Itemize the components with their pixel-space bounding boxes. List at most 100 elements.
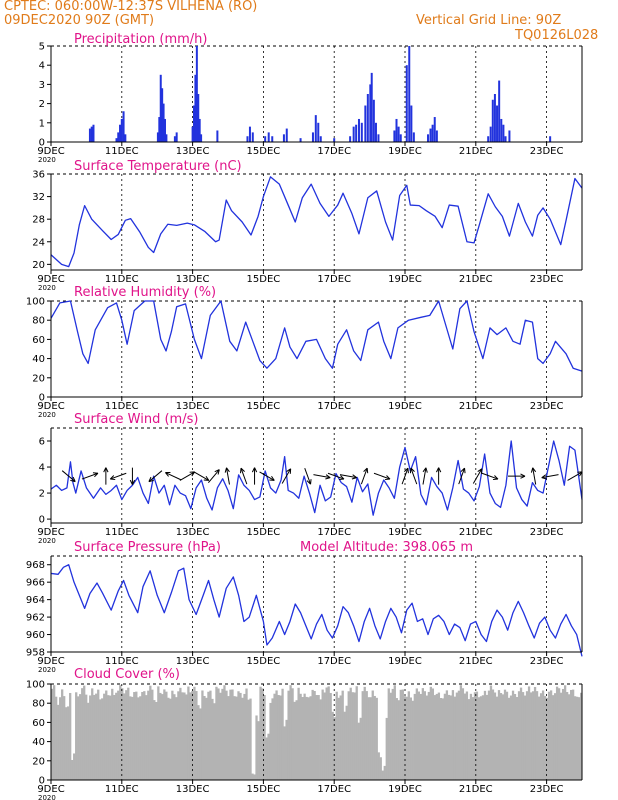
precip-bar: [92, 124, 95, 142]
cloud-cover-bar: [439, 698, 443, 780]
cloud-cover-bar: [303, 693, 306, 780]
cloud-cover-bar: [289, 685, 292, 780]
cloud-cover-bar: [297, 687, 300, 780]
x-tick-label: 17DEC: [317, 146, 351, 157]
y-tick-label: 28: [32, 215, 45, 226]
y-tick-label: 60: [32, 718, 45, 729]
cloud-cover-bar: [285, 719, 288, 780]
cloud-cover-bar: [239, 692, 242, 780]
precip-bar: [193, 105, 196, 142]
cloud-cover-bar: [367, 697, 370, 780]
y-tick-label: 1: [39, 118, 45, 129]
precip-bar: [299, 138, 302, 142]
cloud-cover-bar: [549, 690, 553, 780]
cloud-cover-bar: [71, 759, 74, 780]
x-tick-label: 9DEC: [37, 527, 64, 538]
cloud-cover-bar: [81, 688, 84, 780]
x-year-label: 2020: [38, 156, 56, 164]
cloud-cover-bar: [553, 693, 557, 780]
cloud-cover-bar: [269, 702, 272, 780]
precip-bar: [333, 138, 336, 142]
cloud-cover-bar: [431, 688, 435, 780]
precip-bar: [319, 136, 322, 142]
precip-bar: [197, 94, 200, 142]
cloud-cover-bar: [365, 691, 368, 780]
cloud-cover-bar: [323, 692, 326, 780]
x-tick-label: 17DEC: [317, 527, 351, 538]
wind-arrow: [281, 468, 292, 484]
wind-arrow: [508, 473, 526, 479]
x-tick-label: 15DEC: [247, 401, 281, 412]
cloud-cover-bar: [369, 697, 372, 780]
x-tick-label: 13DEC: [176, 784, 210, 795]
wind-arrow: [61, 470, 76, 483]
cloud-cover-bar: [219, 692, 222, 780]
cloud-cover-bar: [245, 688, 248, 780]
cloud-cover-bar: [351, 692, 354, 780]
cloud-cover-bar: [457, 690, 461, 780]
x-tick-label: 23DEC: [530, 527, 564, 538]
cloud-cover-bar: [229, 689, 232, 780]
cloud-cover-bar: [209, 690, 212, 780]
wind-arrow: [224, 467, 230, 485]
cloud-cover-bar: [555, 686, 559, 780]
x-tick-label: 23DEC: [530, 401, 564, 412]
cloud-cover-bar: [55, 696, 58, 780]
cloud-cover-bar: [279, 695, 282, 780]
cloud-cover-bar: [357, 722, 360, 780]
cloud-cover-bar: [53, 685, 56, 780]
cloud-cover-bar: [121, 688, 124, 780]
precip-bar: [163, 118, 166, 142]
wind-arrow: [530, 467, 537, 485]
y-tick-label: 80: [32, 699, 45, 710]
x-tick-label: 17DEC: [317, 656, 351, 667]
precip-bar: [117, 132, 120, 142]
precip-bar: [410, 105, 413, 142]
cloud-cover-bar: [455, 692, 459, 780]
cloud-cover-bar: [105, 690, 108, 780]
cloud-cover-bar: [437, 692, 441, 780]
cloud-panel: 0 20 40 60 80 100 9DEC 11DEC 13DEC 15DEC 17DEC 19DE…: [26, 667, 583, 800]
cloud-cover-bar: [197, 705, 200, 780]
cloud-cover-bar: [291, 688, 294, 780]
precip-bar: [120, 118, 123, 142]
cloud-cover-bar: [265, 737, 268, 780]
cloud-cover-bar: [503, 689, 507, 780]
wind-series-line: [50, 440, 583, 516]
cloud-cover-bar: [247, 699, 250, 780]
cloud-cover-bar: [101, 698, 104, 780]
cloud-cover-bar: [79, 694, 82, 780]
cloud-cover-bar: [57, 704, 60, 780]
cloud-cover-bar: [275, 690, 278, 780]
cloud-cover-bar: [125, 690, 128, 780]
cloud-cover-bar: [363, 686, 366, 780]
cloud-cover-bar: [213, 703, 216, 780]
precip-bar: [549, 136, 552, 142]
precip-bar: [122, 111, 125, 142]
wind-arrow: [109, 472, 127, 481]
wind-arrow: [259, 471, 275, 481]
wind-arrow: [481, 472, 499, 481]
wind-arrow: [148, 470, 163, 483]
pressure-subtitle: Model Altitude: 398.065 m: [300, 540, 473, 555]
cloud-cover-bar: [371, 690, 374, 780]
wind-panel: 0 2 4 6 9DEC 11DEC 13DEC 15DEC 17DEC 19DEC 21DEC 23…: [37, 412, 583, 545]
cloud-cover-bar: [483, 690, 487, 780]
cloud-cover-bar: [249, 698, 252, 780]
cloud-cover-bar: [95, 693, 98, 780]
cloud-cover-bar: [261, 688, 264, 780]
x-tick-label: 13DEC: [176, 527, 210, 538]
cloud-cover-bar: [441, 698, 445, 780]
cloud-cover-bar: [243, 693, 246, 780]
cloud-cover-bar: [545, 697, 549, 780]
y-tick-label: 3: [39, 80, 45, 91]
cloud-cover-bar: [329, 692, 332, 780]
cloud-cover-bar: [259, 686, 262, 780]
cloud-cover-bar: [169, 698, 172, 780]
cloud-cover-bar: [335, 691, 338, 780]
cloud-cover-bar: [237, 691, 240, 780]
precip-bar: [498, 80, 501, 142]
wind-title: Surface Wind (m/s): [74, 412, 198, 427]
x-tick-label: 9DEC: [37, 274, 64, 285]
cloud-cover-bar: [539, 693, 543, 780]
